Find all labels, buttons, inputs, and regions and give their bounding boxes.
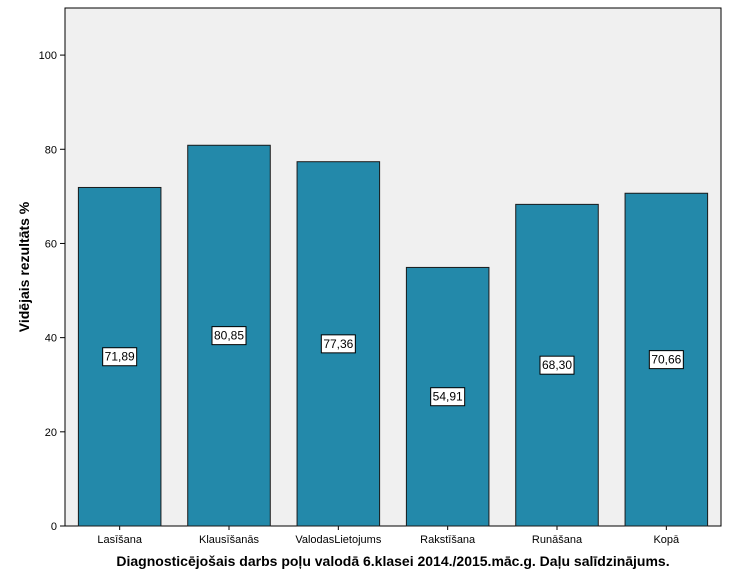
y-tick-label: 100 bbox=[39, 50, 57, 62]
data-label-box bbox=[648, 350, 684, 370]
y-tick-label: 80 bbox=[45, 144, 57, 156]
data-labels: 71,89 80,85 77,36 54,91 68,30 70,66 bbox=[102, 326, 684, 407]
data-label: 54,91 bbox=[433, 390, 463, 404]
x-tick-label: Kopā bbox=[653, 534, 680, 546]
data-label: 77,36 bbox=[323, 337, 353, 351]
y-axis: 0 20 40 60 80 100 bbox=[39, 50, 65, 533]
bar bbox=[296, 161, 381, 527]
plot-area bbox=[64, 7, 722, 527]
data-label-box bbox=[211, 326, 247, 346]
x-tick-label: Klausīšanās bbox=[199, 534, 259, 546]
data-label: 70,66 bbox=[651, 353, 681, 367]
y-tick-label: 20 bbox=[45, 427, 57, 439]
x-tick-label: Rakstīšana bbox=[420, 534, 476, 546]
y-axis-title: Vidējais rezultāts % bbox=[16, 201, 32, 332]
y-tick-label: 0 bbox=[51, 521, 57, 533]
data-label-box bbox=[102, 347, 138, 367]
data-label: 68,30 bbox=[542, 358, 572, 372]
x-axis: Lasīšana Klausīšanās ValodasLietojums Rakst… bbox=[97, 526, 680, 546]
y-tick-label: 40 bbox=[45, 333, 57, 345]
x-tick-label: Lasīšana bbox=[97, 534, 143, 546]
data-label-box bbox=[430, 387, 466, 407]
x-axis-title: Diagnosticējošais darbs poļu valodā 6.kl… bbox=[116, 553, 669, 569]
x-tick-label: Runāšana bbox=[532, 534, 583, 546]
data-label-box bbox=[320, 334, 356, 354]
data-label-box bbox=[539, 355, 575, 375]
x-tick-label: ValodasLietojums bbox=[295, 534, 382, 546]
data-label: 80,85 bbox=[214, 329, 244, 343]
y-tick-label: 60 bbox=[45, 238, 57, 250]
data-label: 71,89 bbox=[105, 350, 135, 364]
